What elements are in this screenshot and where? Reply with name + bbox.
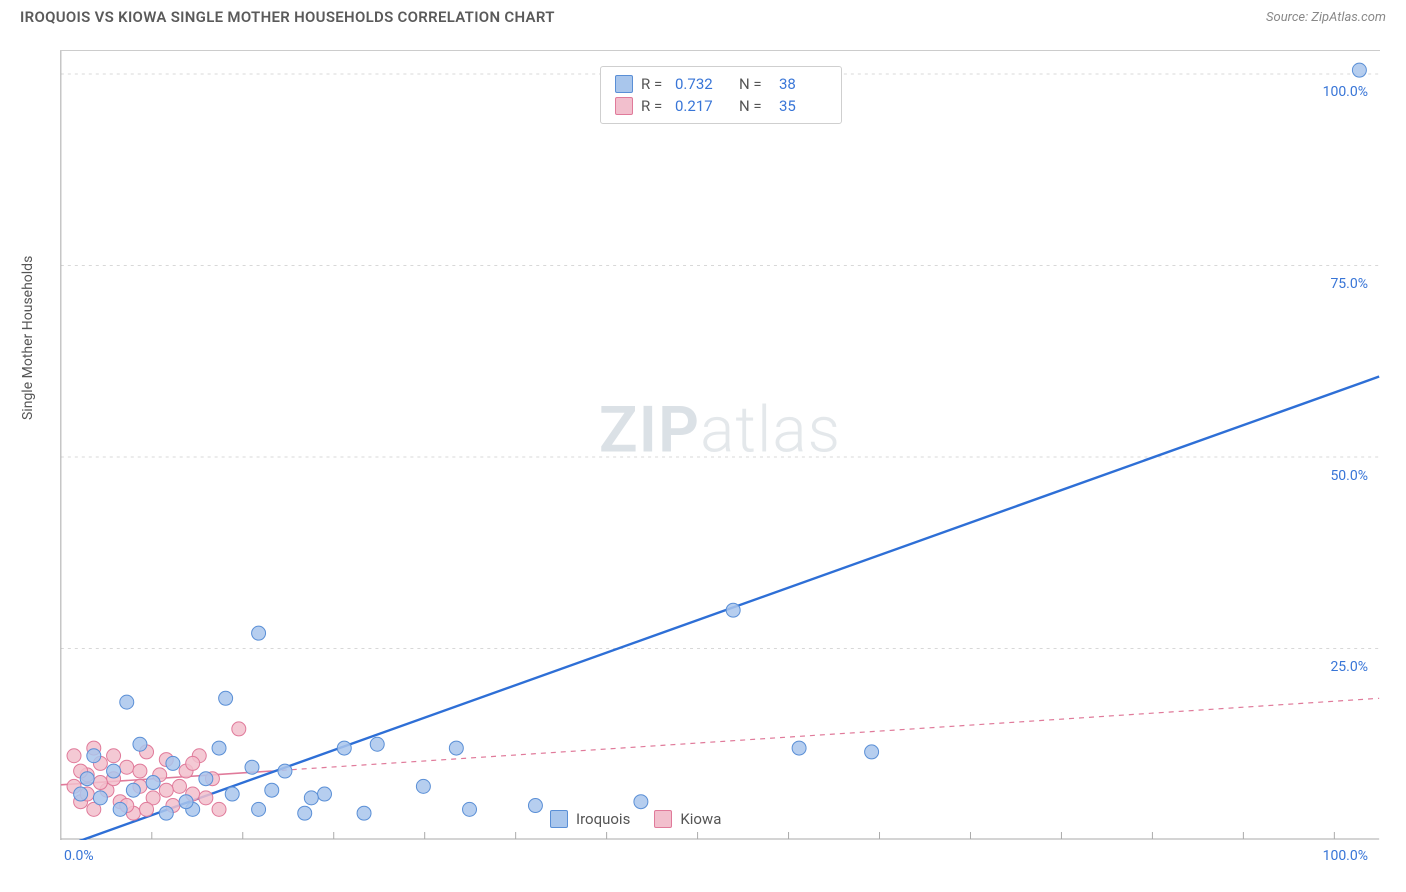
x-axis-min-label: 0.0% [64, 848, 94, 864]
legend-swatch-iroquois [550, 810, 568, 828]
y-tick-label: 25.0% [1330, 659, 1368, 675]
chart-svg [60, 51, 1380, 840]
n-label: N = [739, 75, 771, 93]
legend-item-iroquois: Iroquois [550, 810, 630, 828]
legend-swatch-kiowa [654, 810, 672, 828]
series-legend: Iroquois Kiowa [550, 810, 721, 828]
n-value-iroquois: 38 [779, 75, 827, 93]
correlation-legend: R = 0.732 N = 38 R = 0.217 N = 35 [600, 66, 842, 124]
correlation-row-iroquois: R = 0.732 N = 38 [615, 73, 827, 95]
y-tick-label: 100.0% [1323, 84, 1368, 100]
n-label: N = [739, 97, 771, 115]
r-value-kiowa: 0.217 [675, 97, 723, 115]
correlation-row-kiowa: R = 0.217 N = 35 [615, 95, 827, 117]
swatch-iroquois [615, 75, 633, 93]
n-value-kiowa: 35 [779, 97, 827, 115]
swatch-kiowa [615, 97, 633, 115]
chart-header: IROQUOIS VS KIOWA SINGLE MOTHER HOUSEHOL… [0, 0, 1406, 30]
y-tick-label: 75.0% [1330, 276, 1368, 292]
x-axis-max-label: 100.0% [1323, 848, 1368, 864]
y-tick-label: 50.0% [1330, 468, 1368, 484]
legend-item-kiowa: Kiowa [654, 810, 721, 828]
r-label: R = [641, 75, 667, 93]
y-axis-label: Single Mother Households [20, 256, 36, 420]
r-label: R = [641, 97, 667, 115]
legend-label-iroquois: Iroquois [576, 810, 630, 828]
legend-label-kiowa: Kiowa [680, 810, 721, 828]
r-value-iroquois: 0.732 [675, 75, 723, 93]
chart-plot-area: ZIPatlas R = 0.732 N = 38 R = 0.217 N = … [60, 50, 1380, 840]
source-attribution: Source: ZipAtlas.com [1266, 10, 1386, 25]
chart-title: IROQUOIS VS KIOWA SINGLE MOTHER HOUSEHOL… [20, 8, 555, 26]
